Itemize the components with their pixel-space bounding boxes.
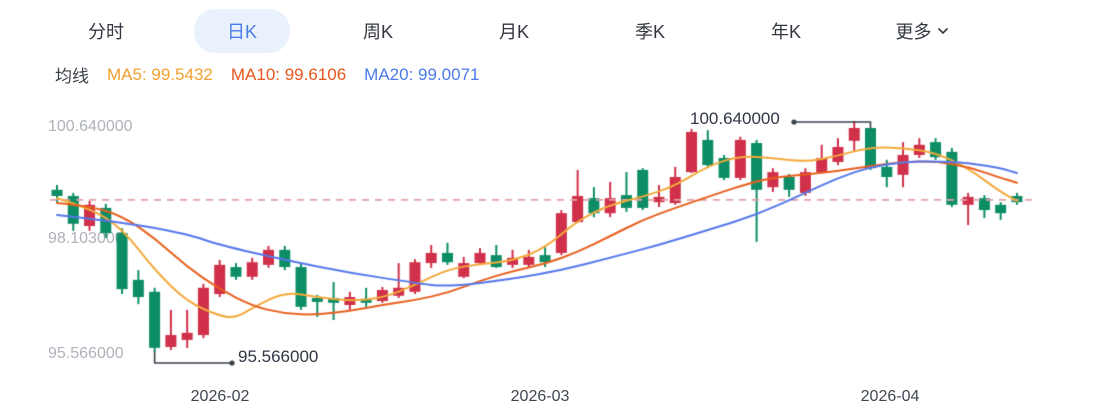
- tab-more-label: 更多: [895, 22, 932, 42]
- ma20-legend-value: MA20: 99.0071: [364, 64, 480, 84]
- tab-monthly-k-label: 月K: [498, 22, 529, 42]
- tab-quarterly-k[interactable]: 季K: [582, 8, 718, 54]
- tab-weekly-k[interactable]: 周K: [310, 8, 446, 54]
- tab-minute[interactable]: 分时: [38, 8, 174, 54]
- ma5-legend-value: MA5: 99.5432: [107, 64, 213, 84]
- chevron-down-icon: [937, 27, 949, 35]
- high-price-callout: 100.640000: [690, 109, 780, 128]
- x-axis-label-apr: 2026-04: [860, 388, 920, 405]
- tab-more[interactable]: 更多: [854, 8, 990, 54]
- tab-daily-k-label: 日K: [193, 9, 290, 53]
- x-axis-label-feb: 2026-02: [190, 388, 250, 405]
- tab-quarterly-k-label: 季K: [634, 22, 665, 42]
- tab-minute-label: 分时: [88, 22, 124, 42]
- ma10-legend-value: MA10: 99.6106: [230, 64, 347, 84]
- tab-yearly-k-label: 年K: [770, 22, 801, 42]
- tab-yearly-k[interactable]: 年K: [718, 8, 854, 54]
- x-axis-label-mar: 2026-03: [510, 388, 570, 405]
- period-tabbar: 分时 日K 周K 月K 季K 年K 更多: [38, 8, 990, 54]
- tab-weekly-k-label: 周K: [362, 22, 393, 42]
- ma-legend: 均线 MA5: 99.5432 MA10: 99.6106 MA20: 99.0…: [55, 62, 479, 87]
- ma-legend-title: 均线: [55, 67, 89, 86]
- tab-monthly-k[interactable]: 月K: [446, 8, 582, 54]
- tab-daily-k[interactable]: 日K: [174, 8, 310, 54]
- low-price-callout: 95.566000: [238, 347, 319, 366]
